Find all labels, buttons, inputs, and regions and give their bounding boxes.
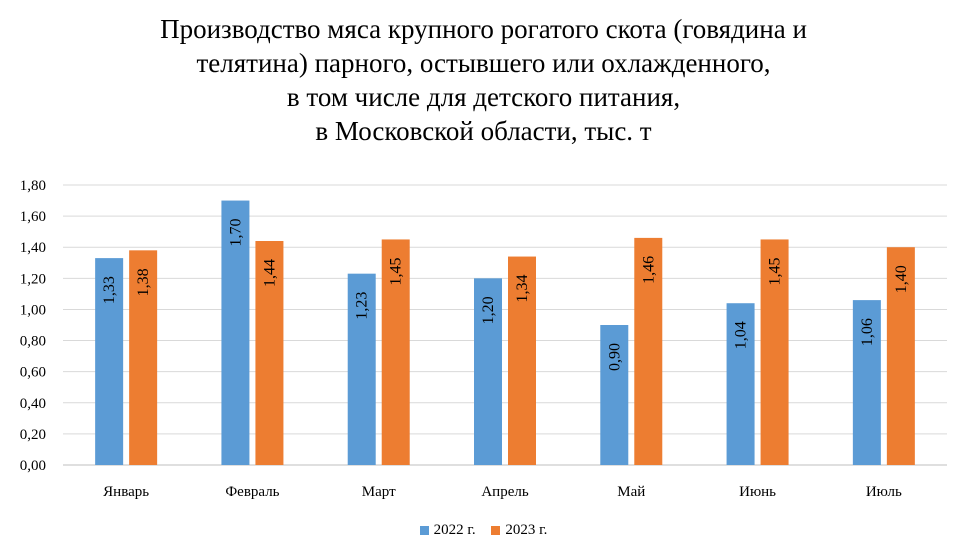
data-label: 1,45: [388, 257, 405, 285]
x-tick-label: Январь: [103, 484, 149, 500]
bar-2023: [381, 239, 410, 465]
y-tick-label: 0,00: [20, 458, 46, 474]
chart-title-line: в Московской области, тыс. т: [315, 116, 652, 146]
x-tick-label: Май: [617, 484, 645, 500]
y-tick-label: 1,80: [20, 178, 46, 194]
y-tick-label: 1,60: [20, 209, 46, 225]
data-label: 1,38: [135, 268, 152, 296]
bar-2023: [886, 247, 915, 465]
data-label: 1,23: [354, 292, 371, 320]
bar-2022: [95, 258, 124, 465]
data-label: 1,33: [101, 276, 118, 304]
legend-item-2023: 2023 г.: [491, 522, 547, 539]
bar-2023: [129, 250, 158, 465]
legend-label-2022: 2022 г.: [433, 522, 476, 538]
data-label: 0,90: [606, 343, 623, 371]
bar-chart: 0,00 0,20 0,40 0,60 0,80 1,00 1,20 1,40 1,60 1,80…: [20, 178, 947, 500]
y-tick-label: 0,80: [20, 334, 46, 350]
data-label: 1,34: [514, 275, 531, 303]
bar-2022: [726, 303, 755, 465]
data-label: 1,44: [261, 259, 278, 287]
bar-2022: [221, 200, 250, 466]
legend-swatch-2022: [419, 526, 429, 535]
data-label: 1,70: [227, 219, 244, 247]
bar-2023: [508, 256, 536, 465]
data-label: 1,46: [640, 256, 657, 284]
data-label: 1,40: [893, 265, 910, 293]
x-tick-label: Июль: [866, 484, 902, 500]
x-tick-label: Апрель: [481, 484, 529, 500]
bar-2023: [255, 241, 284, 465]
chart-title-line: Производство мяса крупного рогатого скот…: [160, 14, 807, 44]
y-tick-label: 1,20: [20, 271, 46, 287]
chart-title-line: телятина) парного, остывшего или охлажде…: [196, 48, 771, 78]
legend-label-2023: 2023 г.: [505, 522, 548, 538]
bar-2022: [600, 325, 629, 465]
y-tick-label: 0,40: [20, 396, 46, 412]
chart-title: Производство мяса крупного рогатого скот…: [0, 12, 967, 148]
bar-2023: [760, 239, 789, 465]
legend: 2022 г. 2023 г.: [0, 522, 967, 540]
data-label: 1,06: [859, 318, 876, 346]
y-tick-label: 0,20: [20, 427, 46, 443]
legend-item-2022: 2022 г.: [419, 522, 476, 539]
data-label: 1,20: [480, 296, 497, 324]
data-label: 1,04: [733, 321, 750, 349]
y-tick-label: 0,60: [20, 365, 46, 381]
legend-swatch-2023: [491, 526, 501, 535]
y-tick-label: 1,00: [20, 302, 46, 318]
x-tick-label: Февраль: [225, 484, 279, 500]
bar-2022: [852, 300, 881, 465]
y-tick-label: 1,40: [20, 240, 46, 256]
bar-2022: [474, 278, 502, 465]
bar-2022: [347, 273, 376, 465]
bar-2023: [634, 237, 663, 465]
data-label: 1,45: [767, 257, 784, 285]
chart-title-line: в том числе для детского питания,: [286, 82, 681, 112]
x-tick-label: Март: [362, 484, 396, 500]
x-tick-label: Июнь: [739, 484, 776, 500]
